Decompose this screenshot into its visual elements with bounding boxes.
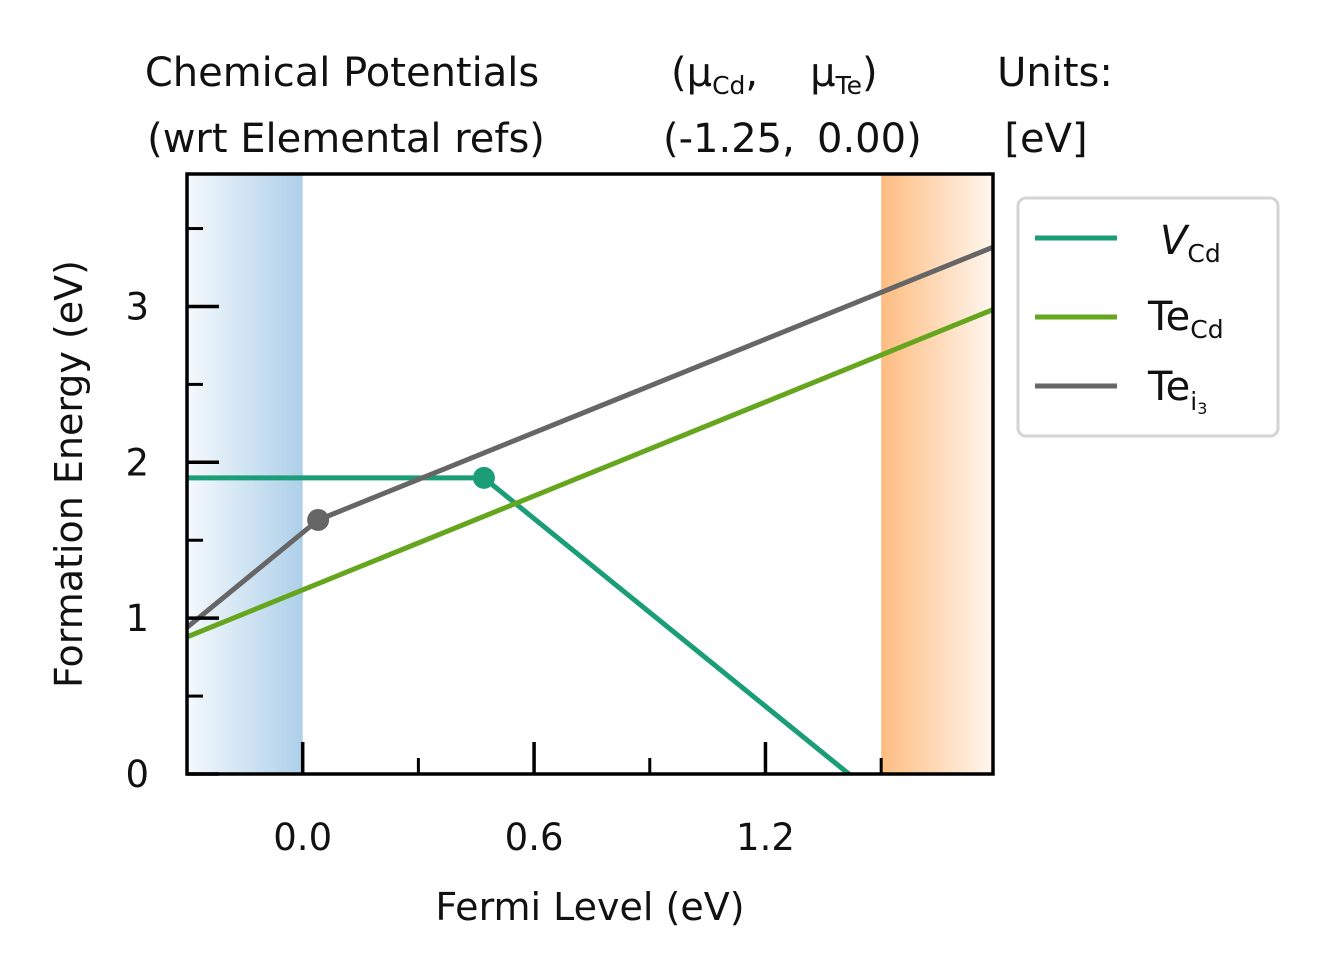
valence-band-region [187,174,303,774]
legend: VCd TeCd Tei3 [1016,196,1280,438]
header-chem-pot-subtitle: (wrt Elemental refs) [147,116,545,162]
series-layer [187,244,993,774]
header-mu-labels: (μCd, μTe) [671,50,878,100]
y-tick-label: 3 [125,285,149,328]
y-axis-label: Formation Energy (eV) [47,260,91,688]
conduction-band-region [881,174,993,774]
x-tick-label: 0.0 [273,816,332,859]
axis-ticks: 0.0 0.6 1.2 0 1 2 3 [125,227,883,859]
y-tick-label: 2 [125,441,149,484]
series-line-te-cd [187,307,993,640]
legend-label-te-i3: Tei3 [1147,364,1207,418]
header-mu-te-value: 0.00) [817,116,922,162]
series-line-te-i3 [187,244,993,630]
transition-point-te-i3-0 [307,508,330,531]
header-units-value: [eV] [1004,116,1087,162]
plot-frame [185,172,995,776]
transition-point-v-cd-0 [472,466,495,489]
y-tick-label: 0 [125,753,149,796]
transition-markers [307,466,495,531]
header-units-title: Units: [997,50,1113,96]
header-mu-cd-value: (-1.25, [663,116,795,162]
legend-label-v-cd: VCd [1160,218,1221,268]
x-axis-label: Fermi Level (eV) [435,885,744,929]
legend-label-te-cd: TeCd [1147,294,1224,344]
legend-box [1016,196,1280,438]
header-chem-pot-title: Chemical Potentials [145,50,539,96]
x-tick-label: 1.2 [736,816,795,859]
y-tick-label: 1 [125,597,149,640]
x-tick-label: 0.6 [505,816,564,859]
